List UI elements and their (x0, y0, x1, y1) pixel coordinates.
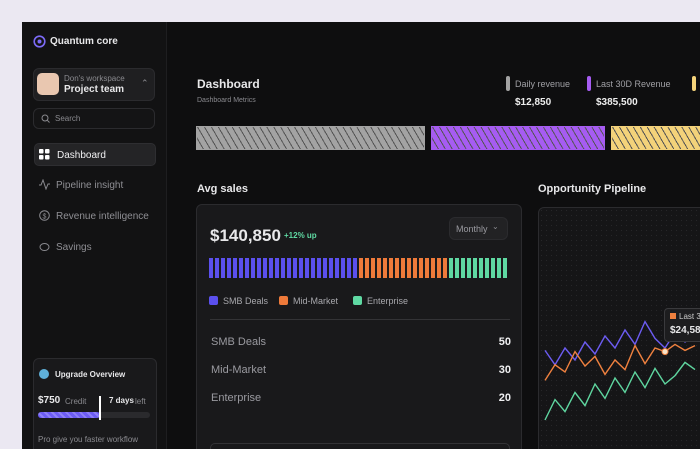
metric-bar (196, 126, 425, 150)
brand-logo (33, 35, 46, 48)
svg-text:$: $ (43, 214, 47, 221)
segment (209, 258, 359, 278)
nav-item[interactable]: Dashboard (34, 143, 156, 166)
nav-icon (39, 179, 50, 190)
avatar (37, 73, 59, 95)
avg-sales-card (196, 204, 522, 449)
metric-value: $385,500 (596, 97, 638, 108)
nav-item[interactable]: Savings (56, 242, 92, 253)
legend-label: Enterprise (367, 296, 409, 306)
tooltip-value: $24,58 (670, 325, 700, 336)
row-label: SMB Deals (211, 336, 267, 348)
nav-item[interactable]: Pipeline insight (56, 180, 124, 191)
metric-marker (587, 76, 591, 91)
brand: Quantum core (50, 36, 118, 47)
period-select[interactable]: Monthly (449, 217, 508, 240)
search-box[interactable] (33, 108, 155, 129)
sales-change: +12% up (284, 231, 317, 240)
upgrade-note: Pro give you faster workflow (38, 435, 139, 444)
metric-marker (506, 76, 510, 91)
divider (210, 319, 510, 320)
upgrade-progress (38, 412, 100, 418)
pipeline-line (544, 343, 696, 381)
credit-amount: $750 (38, 395, 61, 406)
upgrade-card (33, 358, 157, 449)
row-value: 50 (498, 336, 511, 348)
avg-sales-title: Avg sales (197, 183, 248, 195)
legend-swatch (279, 296, 288, 305)
select-chevron: ⌄ (492, 222, 499, 231)
legend-swatch (209, 296, 218, 305)
metric-bar (611, 126, 700, 150)
segment-bar (209, 258, 509, 278)
days-label: left (135, 397, 146, 406)
row-value: 30 (498, 364, 511, 376)
workspace-label: Don's workspace (64, 74, 125, 83)
nav-item[interactable]: Revenue intelligence (56, 211, 149, 222)
page-subtitle: Dashboard Metrics (197, 97, 256, 104)
metric-label: Last 30D Revenue (596, 79, 671, 89)
upgrade-title: Upgrade Overview (55, 370, 126, 379)
metric-marker (692, 76, 696, 91)
nav-icon: $ (39, 210, 50, 221)
sales-total: $140,850 (210, 226, 281, 245)
progress-marker (99, 396, 101, 420)
metric-bar (431, 126, 605, 150)
nav-icon (39, 243, 50, 251)
credit-label: Credit (65, 397, 87, 406)
pipeline-title: Opportunity Pipeline (538, 183, 647, 195)
legend-label: Mid-Market (293, 296, 339, 306)
row-value: 20 (498, 392, 511, 404)
legend-swatch (353, 296, 362, 305)
segment (449, 258, 509, 278)
chevron: ⌃ (141, 78, 149, 88)
card-button[interactable] (210, 443, 510, 449)
search-placeholder: Search (55, 114, 81, 123)
page-title: Dashboard (197, 77, 260, 91)
row-label: Enterprise (211, 392, 262, 404)
days-amount: 7 days (109, 396, 134, 405)
tooltip-label: Last 3 (679, 312, 700, 321)
workspace-name: Project team (64, 84, 125, 95)
search-icon (41, 114, 50, 123)
tooltip-swatch (670, 313, 676, 319)
segment (359, 258, 449, 278)
hover-point (661, 348, 669, 356)
row-label: Mid-Market (211, 364, 267, 376)
metric-value: $12,850 (515, 97, 552, 108)
legend-label: SMB Deals (223, 296, 269, 306)
metric-label: Daily revenue (515, 79, 571, 89)
pipeline-line (544, 361, 696, 421)
upgrade-icon (39, 369, 49, 379)
nav-icon (39, 149, 50, 160)
